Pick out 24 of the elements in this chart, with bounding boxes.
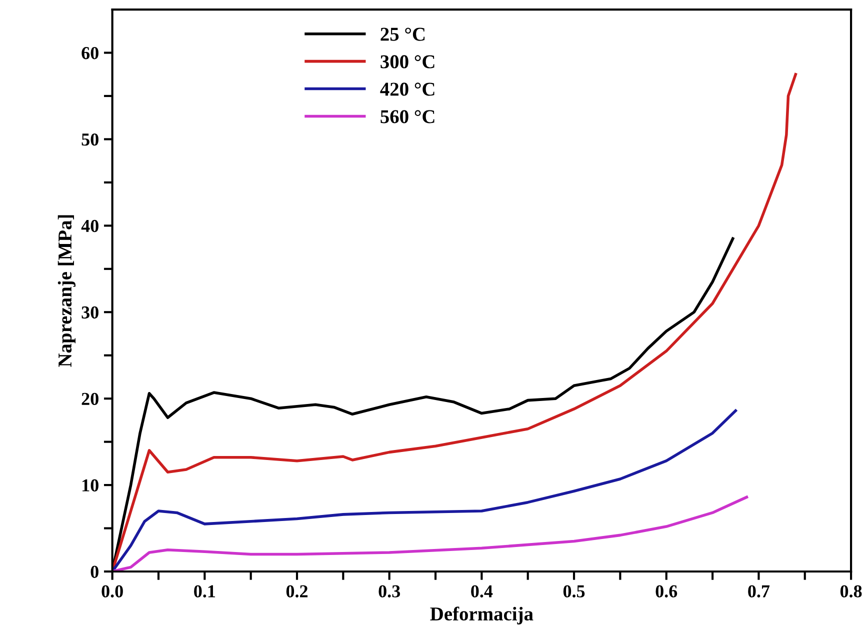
legend-label: 300 °C — [380, 55, 434, 68]
y-tick-label: 30 — [82, 306, 98, 319]
y-axis-title: Naprezanje [MPa] — [58, 215, 76, 367]
y-tick-label: 40 — [81, 220, 98, 232]
x-tick-label: 0.1 — [194, 585, 216, 598]
line-series — [112, 496, 748, 572]
x-tick-label: 0.4 — [471, 585, 493, 598]
x-tick-label: 0.8 — [840, 585, 862, 598]
y-tick-label: 50 — [82, 133, 98, 146]
x-tick-label: 0.3 — [378, 585, 400, 598]
x-axis-title: Deformacija — [430, 606, 534, 624]
legend-label: 420 °C — [380, 82, 434, 96]
x-tick-label: 0.7 — [748, 585, 770, 598]
line-series — [112, 409, 738, 572]
y-tick-label: 0 — [90, 566, 98, 578]
legend-label: 560 °C — [380, 110, 434, 124]
x-tick-label: 0.5 — [563, 585, 585, 598]
x-tick-label: 0.0 — [102, 585, 123, 598]
legend-label: 25 °C — [380, 28, 425, 41]
x-tick-label: 0.2 — [286, 585, 308, 598]
y-tick-label: 10 — [82, 479, 98, 492]
y-tick-label: 60 — [82, 47, 98, 60]
y-tick-label: 20 — [82, 392, 98, 406]
x-tick-label: 0.6 — [656, 585, 678, 598]
